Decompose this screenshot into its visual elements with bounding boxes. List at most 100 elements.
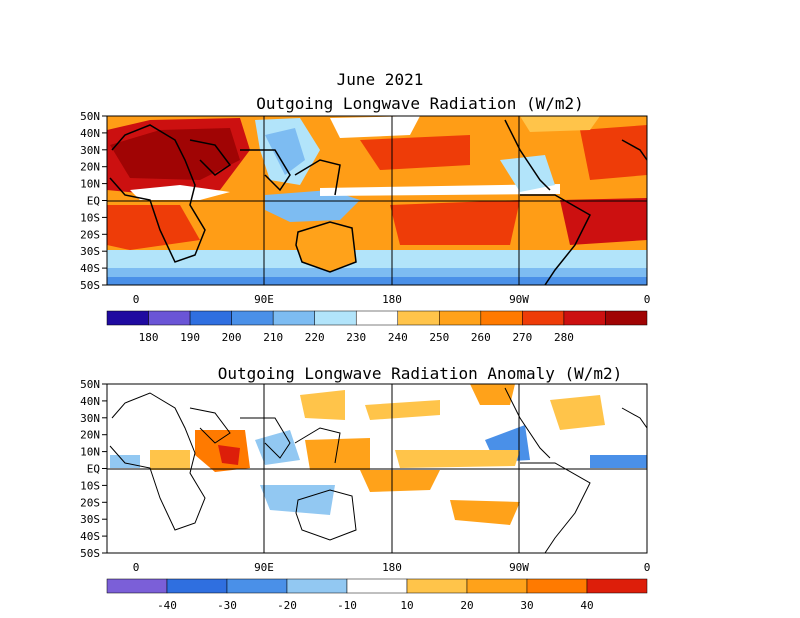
top-north-atlantic-hot — [580, 125, 647, 180]
top-colorbar-swatch — [106, 310, 149, 326]
top-grid — [107, 116, 647, 285]
top-north-pacific-cold — [330, 116, 420, 138]
bottom-lat-label: 10N — [80, 446, 100, 459]
top-lat-label: 50N — [80, 110, 100, 123]
top-colorbar-swatch — [605, 310, 648, 326]
bottom-coastlines — [109, 387, 647, 553]
bottom-lon-label: 0 — [644, 561, 651, 574]
top-australia-land — [296, 222, 356, 272]
top-lat-label: 50S — [80, 279, 100, 292]
bottom-colorbar-swatch — [466, 578, 528, 594]
anom-warm-pool-pos — [305, 438, 370, 470]
bottom-lon-labels: 0 90E 180 90W 0 — [133, 561, 651, 574]
anom-na-atlantic-pos — [550, 395, 605, 430]
top-coastlines — [109, 119, 647, 285]
bottom-colorbar-label: 40 — [580, 599, 593, 612]
top-lat-label: 10N — [80, 178, 100, 191]
bottom-lat-label: 30S — [80, 513, 100, 526]
top-colorbar-label: 270 — [512, 331, 532, 344]
top-map-title: Outgoing Longwave Radiation (W/m2) — [256, 94, 584, 113]
top-colorbar-swatch — [522, 310, 565, 326]
top-lat-labels: 50N 40N 30N 20N 10N EQ 10S 20S 30S 40S 50S — [80, 110, 107, 292]
bottom-lat-label: 40N — [80, 395, 100, 408]
bottom-lat-labels: 50N 40N 30N 20N 10N EQ 10S 20S 30S 40S 50S — [80, 378, 107, 560]
date-title: June 2021 — [336, 70, 424, 89]
top-colorbar-swatch — [314, 310, 357, 326]
top-colorbar — [106, 310, 648, 326]
bottom-colorbar-label: 20 — [460, 599, 473, 612]
anom-north-pacific-pos — [365, 400, 440, 420]
bottom-colorbar-label: -10 — [337, 599, 357, 612]
bottom-colorbar-swatch — [226, 578, 288, 594]
bottom-colorbar-label: -40 — [157, 599, 177, 612]
bottom-colorbar-label: 10 — [400, 599, 413, 612]
top-colorbar-swatch — [148, 310, 191, 326]
top-lon-label: 90E — [254, 293, 274, 306]
bottom-colorbar-swatch — [286, 578, 348, 594]
anom-pac-itcz-pos — [395, 450, 520, 468]
top-colorbar-label: 230 — [346, 331, 366, 344]
top-colorbar-label: 200 — [222, 331, 242, 344]
bottom-lon-label: 90W — [509, 561, 529, 574]
top-asian-monsoon-core — [265, 128, 305, 175]
top-lat-label: 20S — [80, 228, 100, 241]
bottom-colorbar-label: 30 — [520, 599, 533, 612]
top-lon-label: 90W — [509, 293, 529, 306]
anom-china-pos — [300, 390, 345, 420]
top-colorbar-label: 220 — [305, 331, 325, 344]
bottom-grid — [107, 384, 647, 553]
bottom-colorbar-swatch — [346, 578, 408, 594]
top-colorbar-swatch — [439, 310, 482, 326]
top-colorbar-label: 210 — [263, 331, 283, 344]
anom-ne-atlantic-pos — [470, 384, 515, 405]
bottom-lat-label: EQ — [87, 463, 100, 476]
olr-anomaly-map-icon — [106, 383, 648, 554]
top-lat-label: 30S — [80, 245, 100, 258]
top-north-pacific-hot — [360, 135, 470, 170]
anom-south-pacific-pos — [450, 500, 520, 525]
bottom-lat-label: 40S — [80, 530, 100, 543]
bottom-lon-label: 0 — [133, 561, 140, 574]
top-colorbar-swatch — [355, 310, 399, 326]
top-pacific-itcz — [320, 184, 560, 196]
bottom-colorbar-label: -20 — [277, 599, 297, 612]
top-lon-label: 0 — [133, 293, 140, 306]
bottom-lat-label: 10S — [80, 479, 100, 492]
top-colorbar-label: 190 — [180, 331, 200, 344]
top-south-pacific-hot — [390, 200, 520, 245]
top-lat-label: EQ — [87, 195, 100, 208]
top-colorbar-swatch — [397, 310, 440, 326]
top-colorbar-swatch — [563, 310, 606, 326]
bottom-colorbar-label: -30 — [217, 599, 237, 612]
bottom-lat-label: 20S — [80, 496, 100, 509]
bottom-lat-label: 20N — [80, 429, 100, 442]
top-southern-deep-band — [107, 277, 647, 285]
bottom-map-title: Outgoing Longwave Radiation Anomaly (W/m… — [217, 364, 623, 383]
bottom-colorbar-swatch — [406, 578, 468, 594]
top-central-america — [500, 155, 555, 192]
top-lat-label: 30N — [80, 144, 100, 157]
bottom-lat-label: 50N — [80, 378, 100, 391]
top-lat-label: 40N — [80, 127, 100, 140]
top-colorbar-label: 250 — [429, 331, 449, 344]
bottom-lat-label: 50S — [80, 547, 100, 560]
bottom-colorbar-labels: -40 -30 -20 -10 10 20 30 40 — [157, 599, 594, 612]
top-lat-label: 20N — [80, 161, 100, 174]
bottom-colorbar-swatch — [586, 578, 648, 594]
top-lon-label: 0 — [644, 293, 651, 306]
top-colorbar-label: 240 — [388, 331, 408, 344]
bottom-lon-label: 180 — [382, 561, 402, 574]
bottom-colorbar — [106, 578, 648, 594]
top-south-indian-hot — [107, 205, 200, 250]
top-colorbar-swatch — [189, 310, 232, 326]
top-colorbar-label: 260 — [471, 331, 491, 344]
top-colorbar-swatch — [480, 310, 523, 326]
anom-africa-core — [218, 445, 240, 465]
anom-enso-pos — [360, 470, 440, 492]
bottom-colorbar-swatch — [106, 578, 168, 594]
top-itcz-africa — [130, 185, 230, 200]
olr-map-icon — [106, 115, 648, 286]
bottom-colorbar-swatch — [526, 578, 588, 594]
top-colorbar-label: 180 — [139, 331, 159, 344]
